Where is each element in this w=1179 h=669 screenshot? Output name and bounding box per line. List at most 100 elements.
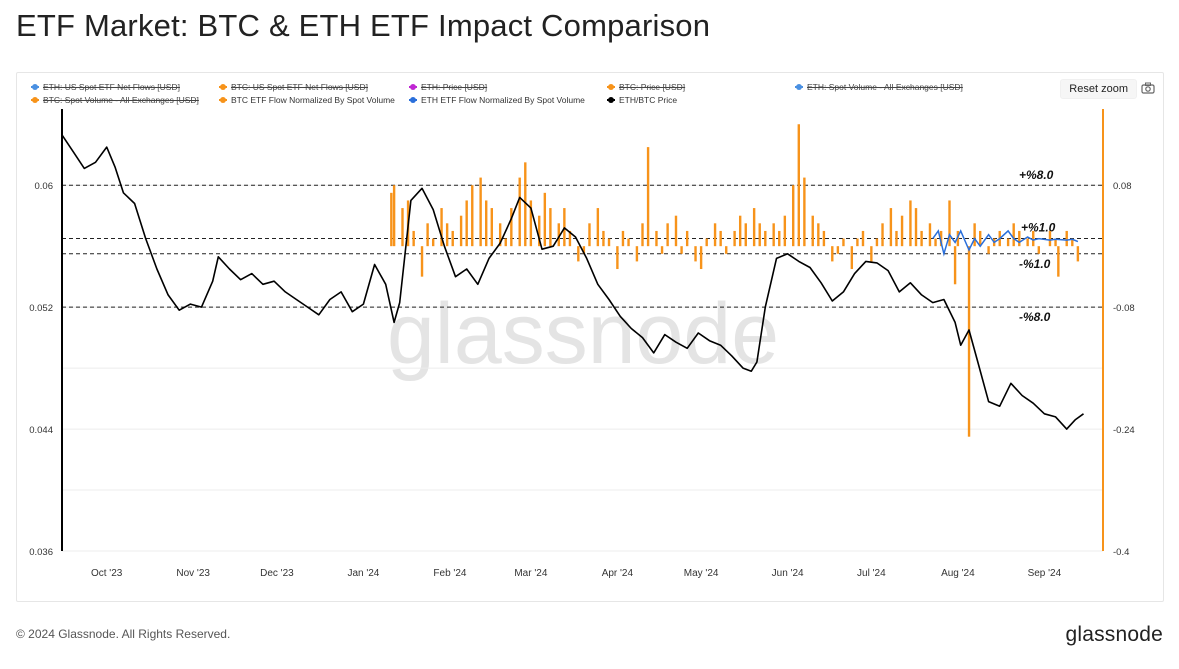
btc-flow-bar bbox=[674, 215, 678, 247]
legend-item[interactable]: BTC: Price [USD] bbox=[607, 82, 685, 92]
x-axis-tick: Sep '24 bbox=[1028, 568, 1062, 579]
legend-label: ETH/BTC Price bbox=[619, 95, 678, 105]
brand-logo: glassnode bbox=[1065, 623, 1163, 646]
right-axis-tick: -0.08 bbox=[1113, 303, 1135, 314]
chart-legend: ETH: US Spot ETF Net Flows [USD] BTC: US … bbox=[17, 73, 1163, 113]
btc-flow-bar bbox=[666, 223, 669, 247]
btc-flow-bar bbox=[582, 246, 586, 254]
btc-flow-bar bbox=[850, 246, 854, 270]
btc-flow-bar bbox=[719, 230, 722, 247]
btc-flow-bar bbox=[568, 230, 572, 247]
btc-flow-bar bbox=[875, 238, 879, 247]
btc-flow-bar bbox=[836, 246, 840, 254]
btc-flow-bar bbox=[412, 230, 415, 247]
btc-flow-bar bbox=[973, 223, 976, 247]
btc-flow-bar bbox=[538, 215, 541, 247]
x-axis-tick: Apr '24 bbox=[602, 568, 634, 579]
btc-flow-bar bbox=[646, 147, 650, 247]
x-axis-tick: Oct '23 bbox=[91, 568, 123, 579]
btc-flow-bar bbox=[803, 177, 806, 247]
btc-flow-bar bbox=[392, 185, 396, 247]
legend-item[interactable]: ETH: US Spot ETF Net Flows [USD] bbox=[31, 82, 180, 92]
btc-flow-bar bbox=[607, 238, 611, 247]
btc-flow-bar bbox=[699, 246, 703, 270]
reset-zoom-button[interactable]: Reset zoom bbox=[1060, 79, 1137, 99]
btc-flow-bar bbox=[705, 238, 708, 247]
btc-flow-bar bbox=[738, 215, 742, 247]
legend-item[interactable]: BTC ETF Flow Normalized By Spot Volume bbox=[219, 95, 395, 105]
left-axis-tick: 0.052 bbox=[29, 303, 53, 314]
btc-flow-bar bbox=[979, 230, 982, 247]
legend-label: BTC: Price [USD] bbox=[619, 82, 686, 92]
btc-flow-bar bbox=[889, 208, 893, 247]
btc-flow-bar bbox=[1057, 246, 1060, 277]
btc-flow-bar bbox=[1032, 230, 1035, 247]
chart-panel: ETH: US Spot ETF Net Flows [USD] BTC: US … bbox=[16, 72, 1164, 602]
btc-flow-bar bbox=[1037, 246, 1041, 254]
btc-flow-bar bbox=[811, 215, 814, 247]
x-axis-tick: Jun '24 bbox=[772, 568, 804, 579]
btc-flow-bar bbox=[635, 246, 639, 262]
btc-flow-bar bbox=[1065, 230, 1068, 247]
btc-flow-bar bbox=[616, 246, 619, 270]
btc-flow-bar bbox=[956, 230, 960, 247]
watermark: glassnode bbox=[387, 286, 779, 382]
x-axis-tick: Dec '23 bbox=[260, 568, 294, 579]
btc-flow-bar bbox=[479, 177, 482, 247]
btc-flow-bar bbox=[518, 177, 521, 247]
btc-flow-bar bbox=[792, 185, 795, 247]
btc-flow-bar bbox=[831, 246, 834, 262]
btc-flow-bar bbox=[465, 200, 468, 247]
btc-flow-bar bbox=[1012, 223, 1015, 247]
reference-label: +%8.0 bbox=[1019, 168, 1054, 182]
btc-flow-bar bbox=[621, 230, 625, 247]
btc-flow-bar bbox=[778, 230, 781, 247]
x-axis-tick: Jan '24 bbox=[347, 568, 379, 579]
btc-flow-bar bbox=[934, 238, 937, 247]
btc-flow-bar bbox=[485, 200, 488, 247]
btc-flow-bar bbox=[529, 200, 533, 247]
btc-flow-bar bbox=[557, 223, 560, 247]
right-axis-tick: -0.4 bbox=[1113, 547, 1129, 558]
legend-item[interactable]: BTC: Spot Volume - All Exchanges [USD] bbox=[31, 95, 199, 105]
btc-flow-bar bbox=[1006, 238, 1010, 247]
legend-label: ETH: Spot Volume - All Exchanges [USD] bbox=[807, 82, 963, 92]
btc-flow-bar bbox=[953, 246, 957, 285]
btc-flow-bar bbox=[588, 223, 591, 247]
btc-flow-bar bbox=[420, 246, 424, 277]
legend-label: BTC ETF Flow Normalized By Spot Volume bbox=[231, 95, 395, 105]
legend-swatch bbox=[219, 84, 227, 90]
x-axis-tick: Aug '24 bbox=[941, 568, 975, 579]
camera-icon[interactable] bbox=[1141, 82, 1155, 94]
x-axis-tick: May '24 bbox=[684, 568, 719, 579]
btc-flow-bar bbox=[752, 208, 756, 247]
btc-flow-bar bbox=[490, 208, 493, 247]
btc-flow-bar bbox=[1026, 238, 1029, 247]
btc-flow-bar bbox=[744, 223, 747, 247]
btc-flow-bar bbox=[498, 223, 502, 247]
btc-flow-bar bbox=[641, 223, 644, 247]
ethbtc-price-line bbox=[61, 134, 1084, 430]
legend-item[interactable]: ETH ETF Flow Normalized By Spot Volume bbox=[409, 95, 585, 105]
legend-item[interactable]: ETH: Price [USD] bbox=[409, 82, 487, 92]
legend-swatch bbox=[31, 84, 39, 90]
legend-item[interactable]: BTC: US Spot ETF Net Flows [USD] bbox=[219, 82, 368, 92]
btc-flow-bar bbox=[948, 200, 951, 247]
btc-flow-bar bbox=[928, 223, 932, 247]
btc-flow-bar bbox=[987, 246, 990, 254]
btc-flow-bar bbox=[870, 246, 873, 262]
reference-label: -%8.0 bbox=[1019, 310, 1051, 324]
legend-item[interactable]: ETH/BTC Price bbox=[607, 95, 677, 105]
btc-flow-bar bbox=[842, 238, 845, 247]
btc-flow-bar bbox=[822, 230, 826, 247]
btc-flow-bar bbox=[920, 230, 923, 247]
legend-item[interactable]: ETH: Spot Volume - All Exchanges [USD] bbox=[795, 82, 963, 92]
chart-svg: glassnode 0.06 0.052 0.044 0.036 0.08 -0.08 -0.… bbox=[29, 109, 1135, 579]
legend-swatch bbox=[31, 97, 39, 103]
left-axis-tick: 0.044 bbox=[29, 425, 53, 436]
x-axis-tick: Jul '24 bbox=[857, 568, 886, 579]
btc-flow-bar bbox=[783, 215, 787, 247]
btc-flow-bar bbox=[861, 230, 865, 247]
legend-label: ETH: Price [USD] bbox=[421, 82, 488, 92]
btc-flow-bar bbox=[909, 200, 912, 247]
